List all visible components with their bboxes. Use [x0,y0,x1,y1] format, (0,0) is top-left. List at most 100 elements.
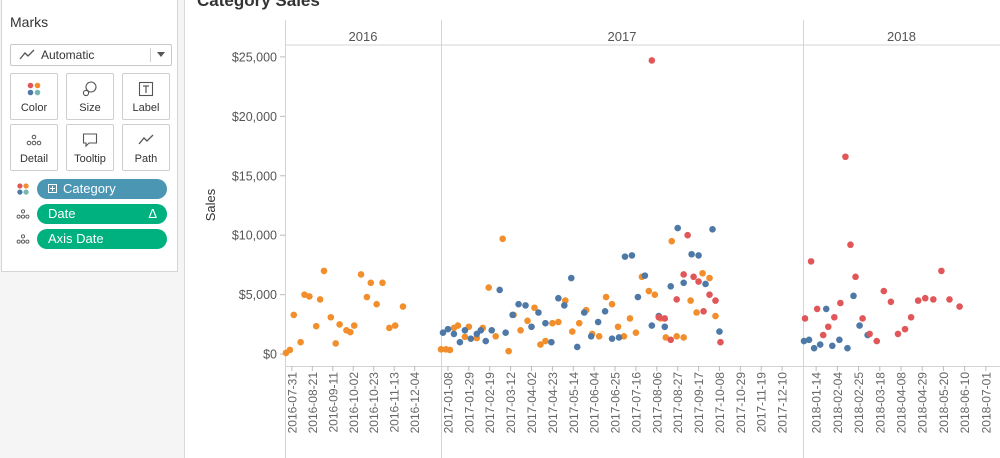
data-point[interactable] [695,252,702,259]
data-point[interactable] [573,343,581,351]
data-point[interactable] [626,315,634,322]
data-point[interactable] [499,235,506,243]
data-point[interactable] [712,312,719,320]
data-point[interactable] [709,225,716,233]
data-point[interactable] [680,271,687,278]
data-point[interactable] [306,293,313,300]
data-point[interactable] [837,299,844,307]
data-point[interactable] [444,325,452,333]
data-point[interactable] [801,315,809,322]
data-point[interactable] [914,297,922,304]
data-point[interactable] [456,338,464,346]
data-point[interactable] [662,334,670,341]
data-point[interactable] [831,313,838,321]
mark-type-dropdown[interactable]: Automatic [10,44,172,66]
data-point[interactable] [819,331,827,339]
data-point[interactable] [555,318,562,326]
data-point[interactable] [537,341,544,348]
axis-date-pill[interactable]: Axis Date [37,229,167,249]
data-point[interactable] [805,336,813,344]
data-point[interactable] [327,313,335,321]
data-point[interactable] [290,311,298,319]
plus-box-icon[interactable] [48,184,57,193]
data-point[interactable] [921,294,929,302]
data-point[interactable] [807,258,815,265]
data-point[interactable] [661,323,669,331]
data-point[interactable] [620,332,628,340]
data-point[interactable] [461,327,469,334]
data-point[interactable] [505,347,512,355]
data-point[interactable] [690,273,697,281]
data-point[interactable] [477,327,485,334]
data-point[interactable] [602,293,610,301]
tooltip-button[interactable]: Tooltip [66,124,114,171]
data-point[interactable] [699,269,706,277]
data-point[interactable] [688,250,695,258]
data-point[interactable] [568,328,576,335]
data-point[interactable] [651,291,659,298]
data-point[interactable] [542,337,549,345]
data-point[interactable] [680,279,687,287]
detail-button[interactable]: Detail [10,124,58,171]
data-point[interactable] [956,303,963,310]
data-point[interactable] [608,300,616,308]
color-button[interactable]: Color [10,73,58,120]
data-point[interactable] [614,323,622,331]
data-point[interactable] [813,305,821,313]
data-point[interactable] [621,253,629,260]
data-point[interactable] [684,231,691,239]
data-point[interactable] [847,241,854,249]
data-point[interactable] [336,321,343,328]
data-point[interactable] [549,319,556,327]
data-point[interactable] [667,283,675,290]
data-point[interactable] [887,298,895,306]
data-point[interactable] [608,335,616,342]
data-point[interactable] [641,272,649,279]
data-point[interactable] [628,252,636,259]
data-point[interactable] [816,341,824,348]
data-point[interactable] [615,334,623,341]
data-point[interactable] [316,296,324,303]
data-point[interactable] [391,322,399,329]
category-pill[interactable]: Category [37,179,167,199]
data-point[interactable] [399,303,407,310]
data-point[interactable] [873,337,881,345]
data-point[interactable] [594,318,602,326]
data-point[interactable] [700,308,707,315]
data-point[interactable] [674,224,681,232]
data-point[interactable] [712,297,719,304]
data-point[interactable] [587,332,595,340]
data-point[interactable] [695,278,702,285]
data-point[interactable] [844,344,851,352]
data-point[interactable] [894,330,902,338]
data-point[interactable] [930,296,937,303]
date-pill[interactable]: Date Δ [37,204,167,224]
data-point[interactable] [673,296,680,303]
data-point[interactable] [836,336,843,344]
data-point[interactable] [509,311,516,319]
data-point[interactable] [668,237,676,245]
data-point[interactable] [379,279,386,287]
data-point[interactable] [350,322,358,329]
data-point[interactable] [648,57,656,64]
data-point[interactable] [655,313,663,321]
data-point[interactable] [601,308,609,315]
data-point[interactable] [687,297,694,304]
data-point[interactable] [632,329,640,337]
data-point[interactable] [561,302,568,309]
data-point[interactable] [575,319,583,327]
data-point[interactable] [535,309,542,316]
data-point[interactable] [595,332,603,340]
label-button[interactable]: Label [122,73,170,120]
data-point[interactable] [488,327,496,334]
size-button[interactable]: Size [66,73,114,120]
data-point[interactable] [648,322,656,329]
data-point[interactable] [661,315,669,322]
data-point[interactable] [842,153,849,161]
data-point[interactable] [515,300,522,308]
data-point[interactable] [717,338,724,346]
data-point[interactable] [938,267,945,275]
data-point[interactable] [467,335,475,342]
data-point[interactable] [880,287,888,295]
data-point[interactable] [286,346,294,354]
